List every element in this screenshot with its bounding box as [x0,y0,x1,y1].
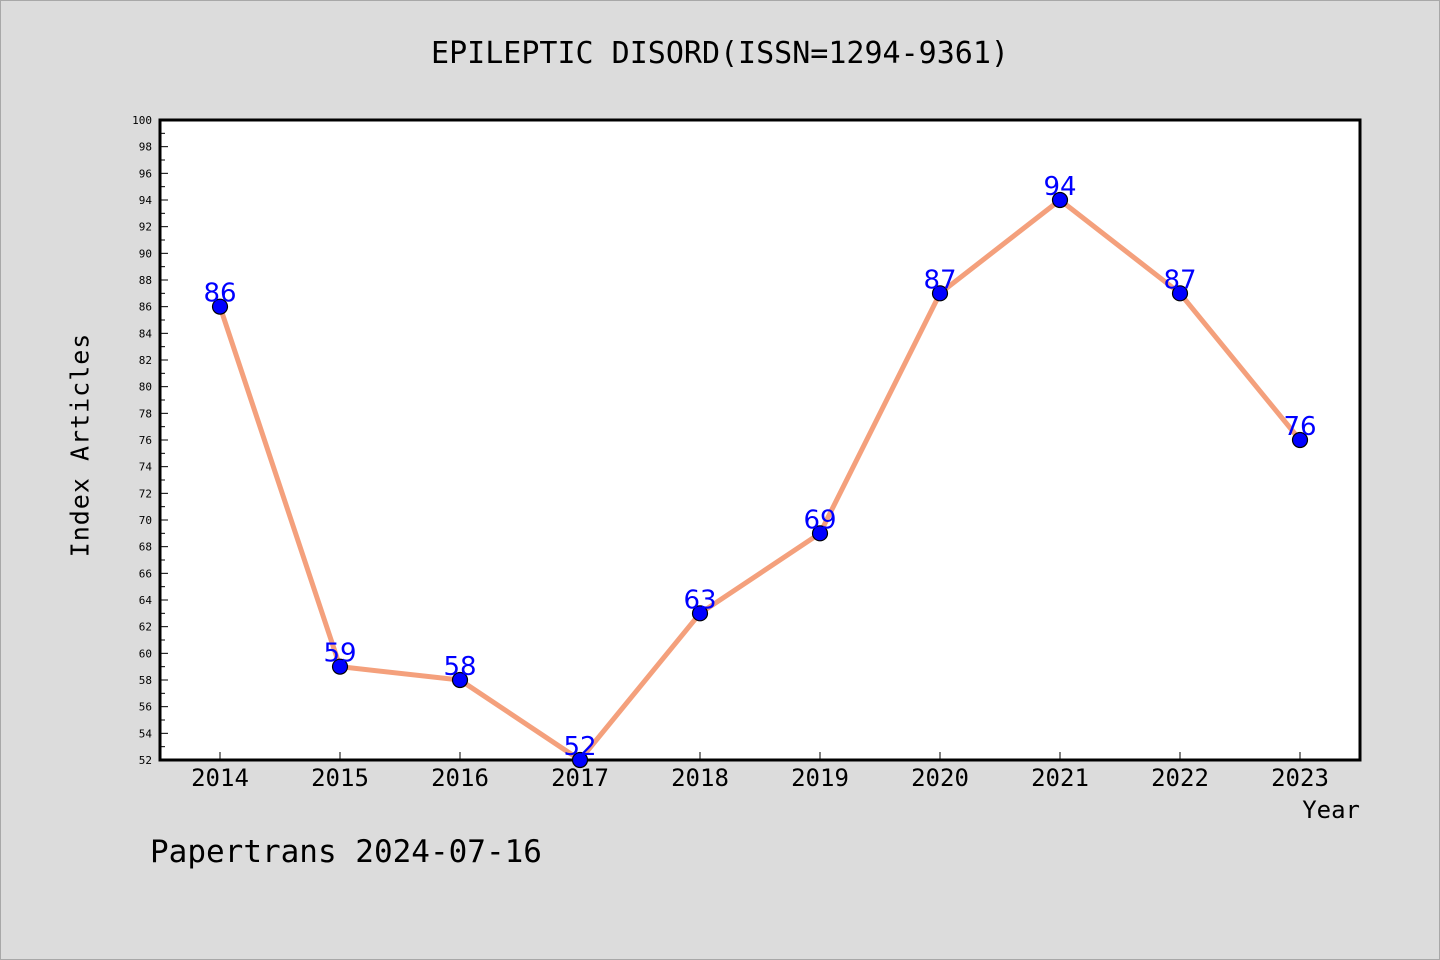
data-label: 59 [323,639,356,669]
data-point [571,751,589,769]
y-axis-title: Index Articles [65,332,95,558]
y-tick-label: 72 [139,487,152,500]
x-tick-label: 2018 [671,764,729,792]
data-label: 52 [563,732,596,762]
data-label: 58 [443,652,476,682]
y-tick-label: 74 [139,461,153,474]
x-tick-label: 2016 [431,764,489,792]
y-tick-label: 58 [139,674,152,687]
watermark-text: Papertrans 2024-07-16 [150,834,542,870]
data-label: 63 [683,585,716,615]
y-tick-label: 88 [139,274,152,287]
y-tick-label: 62 [139,621,152,634]
data-point [451,671,469,689]
data-point [1291,431,1309,449]
y-tick-label: 54 [139,727,153,740]
data-point [331,658,349,675]
y-tick-label: 86 [139,301,152,314]
x-axis-title: Year [1302,796,1360,824]
x-tick-label: 2023 [1271,764,1329,792]
x-tick-label: 2019 [791,764,849,792]
data-point [211,298,229,315]
x-tick-label: 2022 [1151,764,1209,792]
data-label: 69 [803,505,836,535]
x-tick-label: 2021 [1031,764,1089,792]
x-tick-label: 2017 [551,764,609,792]
data-point [1171,285,1189,302]
y-tick-label: 56 [139,701,152,714]
data-label: 87 [1163,265,1196,295]
data-point [1051,191,1069,209]
data-point [811,525,829,542]
y-tick-label: 94 [139,194,153,207]
chart-title: EPILEPTIC DISORD(ISSN=1294-9361) [431,36,1009,71]
data-point [931,285,949,302]
plot-area [158,118,1362,762]
y-tick-label: 78 [139,407,152,420]
y-tick-label: 96 [139,167,152,180]
y-tick-label: 92 [139,221,152,234]
x-tick-label: 2020 [911,764,969,792]
data-label: 94 [1043,172,1076,202]
y-tick-label: 98 [139,141,152,154]
y-tick-label: 52 [139,754,152,767]
data-label: 87 [923,265,956,295]
y-tick-label: 76 [139,434,152,447]
y-tick-label: 64 [139,594,153,607]
y-tick-label: 84 [139,327,153,340]
series-line [217,197,1302,763]
y-tick-label: 82 [139,354,152,367]
x-tick-label: 2015 [311,764,369,792]
y-tick-label: 70 [139,514,152,527]
y-tick-label: 60 [139,647,152,660]
y-tick-label: 66 [139,567,152,580]
y-tick-label: 90 [139,247,152,260]
y-tick-label: 68 [139,541,152,554]
y-tick-label: 80 [139,381,152,394]
data-point [691,605,709,622]
data-label: 76 [1283,412,1316,442]
data-label: 86 [203,279,236,309]
y-tick-label: 100 [132,114,152,127]
x-tick-label: 2014 [191,764,249,792]
